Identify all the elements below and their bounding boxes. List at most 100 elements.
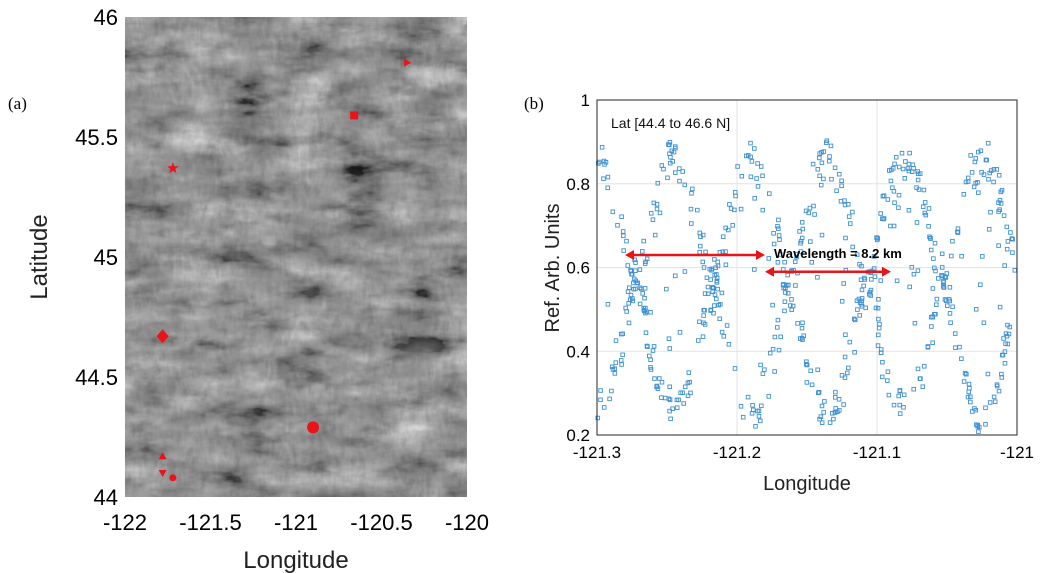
data-point [949, 253, 954, 259]
data-point [775, 325, 780, 330]
data-point [624, 238, 629, 244]
data-point [714, 278, 720, 284]
data-point [682, 269, 688, 274]
data-point [633, 260, 638, 265]
data-point [839, 299, 845, 304]
data-point [642, 308, 647, 314]
data-point [872, 274, 878, 279]
data-point [689, 221, 694, 226]
data-point [723, 249, 728, 254]
data-point [926, 224, 931, 229]
data-point [605, 185, 610, 191]
data-point [933, 311, 938, 317]
data-point [929, 324, 934, 329]
data-point [832, 410, 838, 415]
data-point [816, 390, 821, 396]
data-point [615, 223, 620, 228]
data-point [880, 359, 885, 365]
data-point [915, 366, 921, 372]
data-point [625, 263, 631, 268]
data-point [698, 243, 703, 249]
data-point [928, 247, 934, 253]
data-point [899, 150, 905, 156]
data-point [620, 352, 625, 358]
data-point [819, 403, 825, 409]
panel-b-ticks: -121.3 -121.2 -121.1 -121 0.2 0.4 0.6 0.8 1 [566, 91, 1034, 462]
data-point [941, 284, 946, 290]
data-point [968, 399, 973, 405]
data-point [875, 343, 881, 348]
data-point [842, 354, 848, 360]
data-point [808, 368, 813, 374]
data-point [975, 149, 981, 155]
data-point [766, 256, 772, 261]
data-point [947, 285, 953, 290]
data-point [969, 170, 975, 175]
data-point [873, 305, 879, 311]
data-point [988, 209, 993, 215]
data-point [985, 371, 991, 377]
data-point [756, 414, 762, 419]
data-point [959, 356, 964, 361]
data-point [975, 180, 980, 185]
data-point [803, 361, 809, 367]
data-point [599, 145, 605, 150]
data-point [922, 210, 928, 216]
data-point [726, 342, 732, 347]
data-point [628, 292, 634, 298]
data-point [677, 166, 682, 171]
data-point [642, 286, 648, 291]
panel-a-xtick: -121.5 [179, 510, 241, 535]
data-point [834, 188, 839, 193]
data-point [700, 334, 706, 339]
data-point [991, 167, 997, 172]
data-point [901, 405, 906, 410]
data-point [755, 161, 760, 166]
data-point [698, 234, 703, 239]
data-point [948, 320, 953, 325]
data-point [618, 331, 624, 337]
panel-b-arrows [625, 249, 891, 277]
data-point [648, 367, 654, 372]
data-point [720, 249, 726, 254]
data-point [748, 140, 753, 146]
data-point [894, 278, 900, 284]
data-point [846, 202, 851, 207]
data-point [794, 254, 799, 260]
panel-a-xtick: -120.5 [350, 510, 412, 535]
data-point [733, 193, 738, 199]
data-point [832, 165, 838, 171]
data-point [724, 323, 730, 328]
data-point [626, 320, 632, 326]
data-point [667, 408, 672, 414]
panel-a-xtick: -121 [274, 510, 318, 535]
data-point [676, 397, 681, 403]
data-point [871, 254, 877, 259]
data-point [677, 330, 683, 335]
data-point [665, 175, 670, 181]
data-point [613, 338, 619, 343]
data-point [667, 346, 673, 351]
data-point [776, 233, 782, 238]
panel-a-xtick: -120 [445, 510, 489, 535]
data-point [717, 316, 722, 322]
data-point [830, 411, 835, 416]
data-point [871, 266, 877, 271]
data-point [980, 254, 985, 259]
data-point [669, 148, 675, 154]
data-point [957, 344, 962, 350]
data-point [682, 384, 688, 390]
data-point [983, 405, 988, 411]
data-point [920, 384, 926, 389]
data-point [612, 366, 618, 372]
data-point [732, 207, 737, 213]
data-point [712, 303, 717, 308]
data-point [607, 396, 612, 402]
data-point [710, 289, 715, 295]
data-point [888, 178, 894, 184]
data-point [659, 395, 664, 400]
data-point [916, 171, 921, 177]
data-point [985, 140, 991, 146]
data-point [642, 295, 647, 301]
data-point [905, 166, 911, 171]
